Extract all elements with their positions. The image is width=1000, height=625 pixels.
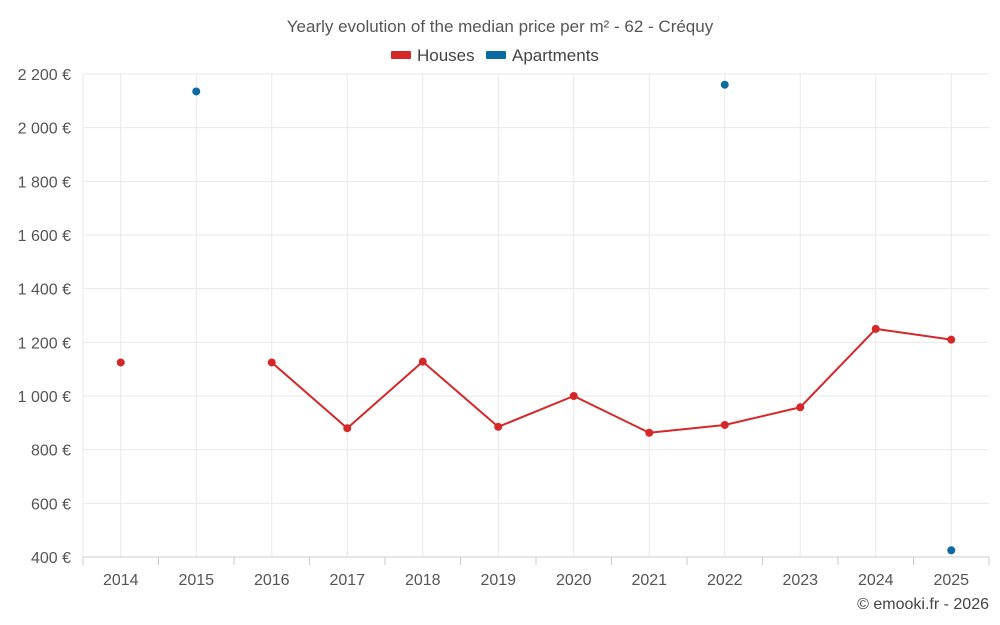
- apartments-point-2022[interactable]: [720, 80, 729, 89]
- x-tick-label: 2023: [782, 572, 818, 589]
- houses-point-2014[interactable]: [116, 358, 125, 367]
- houses-line-segment: [346, 360, 424, 430]
- x-tick-label: 2024: [858, 572, 894, 589]
- legend-apartments-label[interactable]: Apartments: [512, 46, 599, 65]
- houses-point-2019[interactable]: [494, 422, 503, 431]
- houses-point-2016[interactable]: [267, 358, 276, 367]
- houses-point-2020[interactable]: [569, 392, 578, 400]
- houses-point-2017[interactable]: [343, 424, 352, 433]
- series: [116, 80, 956, 555]
- legend-houses-swatch: [391, 51, 411, 59]
- legend-houses-label[interactable]: Houses: [417, 46, 475, 65]
- y-tick-label: 1 600 €: [18, 228, 71, 245]
- houses-line-segment: [270, 361, 349, 430]
- apartments-point-2025[interactable]: [947, 546, 956, 555]
- houses-point-2022[interactable]: [720, 420, 729, 429]
- houses-line-segment: [421, 360, 500, 428]
- y-tick-label: 400 €: [31, 550, 71, 567]
- x-tick-label: 2020: [556, 572, 592, 589]
- y-tick-label: 2 200 €: [18, 67, 71, 84]
- y-tick-label: 2 000 €: [18, 121, 71, 138]
- x-tick-label: 2018: [405, 572, 441, 589]
- houses-point-2025[interactable]: [947, 335, 956, 344]
- houses-line-segment: [648, 423, 726, 434]
- grid: [83, 73, 989, 557]
- x-tick-label: 2021: [631, 572, 667, 589]
- legend-apartments-swatch: [486, 51, 506, 59]
- y-tick-label: 1 800 €: [18, 174, 71, 191]
- x-tick-label: 2014: [103, 572, 139, 589]
- credit-text: © emooki.fr - 2026: [857, 596, 989, 613]
- x-tick-label: 2022: [707, 572, 743, 589]
- houses-point-2023[interactable]: [796, 403, 805, 412]
- y-tick-label: 1 200 €: [18, 335, 71, 352]
- y-tick-label: 1 000 €: [18, 389, 71, 406]
- houses-point-2024[interactable]: [871, 324, 880, 333]
- x-tick-label: 2017: [329, 572, 365, 589]
- houses-line-segment: [723, 406, 802, 426]
- houses-point-2018[interactable]: [418, 357, 427, 366]
- y-tick-label: 600 €: [31, 496, 71, 513]
- houses-point-2021[interactable]: [645, 428, 654, 437]
- x-tick-label: 2016: [254, 572, 290, 589]
- chart-title: Yearly evolution of the median price per…: [287, 17, 714, 36]
- y-tick-label: 1 400 €: [18, 282, 71, 299]
- apartments-point-2015[interactable]: [192, 87, 201, 96]
- x-tick-label: 2025: [933, 572, 969, 589]
- houses-line-segment: [874, 327, 953, 341]
- legend: Houses Apartments: [391, 46, 599, 65]
- x-tick-label: 2019: [480, 572, 516, 589]
- y-tick-label: 800 €: [31, 443, 71, 460]
- axes: 400 € 600 € 800 € 1 000 € 1 200 € 1 400 € 1 60…: [18, 67, 990, 589]
- houses-line-segment: [572, 395, 651, 434]
- x-tick-label: 2015: [178, 572, 214, 589]
- houses-line-segment: [799, 327, 877, 409]
- houses-line-segment: [497, 395, 575, 428]
